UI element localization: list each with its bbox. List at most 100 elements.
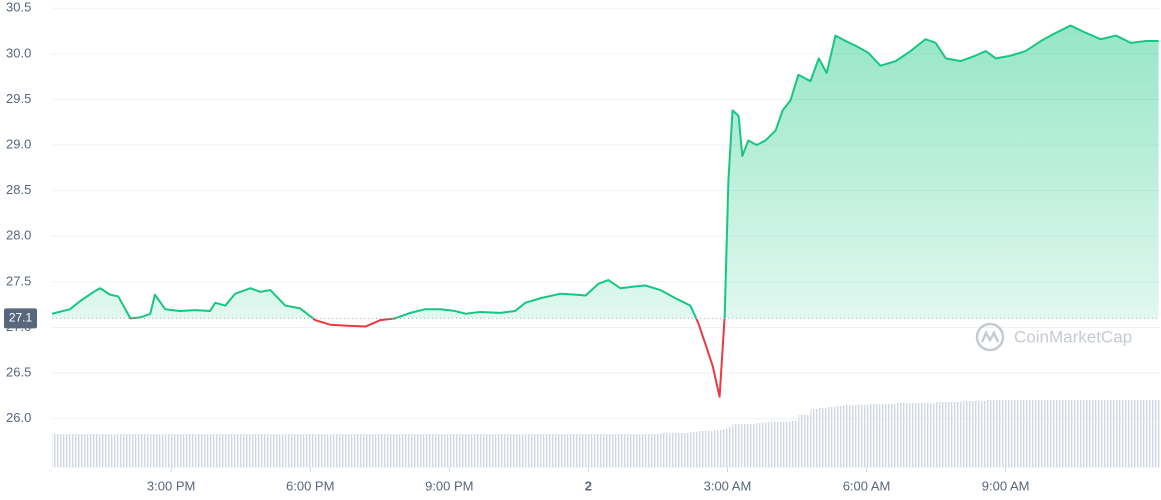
volume-bar [1010, 400, 1026, 467]
volume-bar [480, 434, 501, 467]
volume-bar [118, 434, 131, 467]
x-tick-label: 9:00 AM [982, 478, 1030, 493]
volume-bar [425, 434, 441, 467]
volume-bar [315, 434, 331, 467]
x-tick-label: 6:00 PM [286, 478, 334, 493]
watermark-text: CoinMarketCap [1014, 327, 1132, 346]
volume-bar [975, 401, 986, 467]
volume-bar [365, 434, 381, 467]
volume-bar [225, 434, 236, 467]
volume-bar [260, 434, 271, 467]
area [52, 25, 1159, 319]
volume-bar [380, 434, 396, 467]
watermark-logo-mark [980, 330, 1000, 343]
volume-bar [910, 403, 926, 467]
watermark-logo [975, 322, 1005, 352]
volume-bar [455, 434, 466, 467]
volume-bar [440, 434, 456, 467]
volume-bar [215, 434, 226, 467]
volume-bar [960, 401, 976, 467]
volume-bar [818, 408, 827, 467]
x-tick-label: 3:00 PM [147, 478, 195, 493]
volume-bar [724, 429, 729, 467]
y-tick-label: 26.5 [6, 364, 31, 379]
volume-bar [195, 434, 211, 467]
volume-bar [925, 403, 936, 467]
volume-bar [150, 434, 155, 467]
x-tick-label: 3:00 AM [704, 478, 752, 493]
volume-bar [985, 400, 996, 467]
volume-bar [748, 424, 757, 467]
volume-bar [395, 434, 411, 467]
y-tick-label: 26.0 [6, 410, 31, 425]
volume-bar [895, 403, 911, 467]
volume-bar [845, 405, 856, 467]
watermark: CoinMarketCap [975, 322, 1132, 352]
volume-bar [765, 422, 776, 467]
baseline-label-bg [4, 308, 37, 329]
volume-bar [330, 434, 346, 467]
y-tick-label: 28.0 [6, 228, 31, 243]
volume-bar [80, 434, 96, 467]
volume-bar [1100, 400, 1116, 467]
volume-bar [540, 434, 561, 467]
volume-bar [635, 434, 646, 467]
volume-bar [855, 405, 869, 467]
volume-bar [109, 434, 119, 467]
volume-bar [798, 415, 811, 467]
volume-bar [732, 424, 739, 467]
volume-bar [742, 424, 749, 467]
x-tick-label: 9:00 PM [425, 478, 473, 493]
volume-bar [782, 422, 791, 467]
volume-bar [738, 424, 743, 467]
volume-bar [235, 434, 251, 467]
volume-bar [660, 433, 676, 467]
volume-bar [575, 434, 586, 467]
volume-bar [560, 434, 576, 467]
volume-bar [945, 402, 961, 467]
volume-bar [165, 434, 180, 467]
volume-bar [790, 421, 799, 467]
volume-bar [756, 423, 766, 467]
volume-bar [719, 430, 725, 467]
volume-bar [1025, 400, 1041, 467]
volume-bar [515, 434, 526, 467]
volume-bar [675, 433, 691, 467]
volume-bar [70, 434, 81, 467]
y-tick-label: 29.0 [6, 136, 31, 151]
volume-bar [712, 430, 720, 467]
y-tick-label: 30.0 [6, 45, 31, 60]
volume-bar [690, 432, 699, 467]
volume-bar [95, 434, 101, 467]
volume-bar [1085, 400, 1101, 467]
volume-bar [300, 434, 316, 467]
volume-bar [585, 434, 599, 467]
volume-bar [1130, 400, 1146, 467]
y-tick-label: 27.5 [6, 273, 31, 288]
volume-bar [1070, 400, 1086, 467]
volume-bar [705, 431, 713, 467]
volume-bar [210, 434, 216, 467]
volume-bar [835, 406, 846, 467]
volume-bar [500, 434, 516, 467]
y-tick-label: 28.5 [6, 182, 31, 197]
volume-bar [645, 434, 661, 467]
x-tick-label: 2 [585, 478, 592, 493]
volume-bar [140, 434, 151, 467]
volume-bar [995, 400, 1011, 467]
y-tick-label: 30.5 [6, 0, 31, 15]
volume-bar [410, 434, 426, 467]
volume-bar [270, 434, 286, 467]
price-line [51, 24, 1159, 398]
volume-bar [1145, 400, 1159, 467]
volume-bar [598, 434, 609, 467]
volume-bar [1050, 400, 1071, 467]
volume-bar [880, 404, 896, 467]
volume-bar [826, 407, 836, 467]
volume-bar [620, 434, 636, 467]
volume-bar [1040, 400, 1051, 467]
volume-bar [179, 434, 196, 467]
volume-bar [285, 434, 301, 467]
